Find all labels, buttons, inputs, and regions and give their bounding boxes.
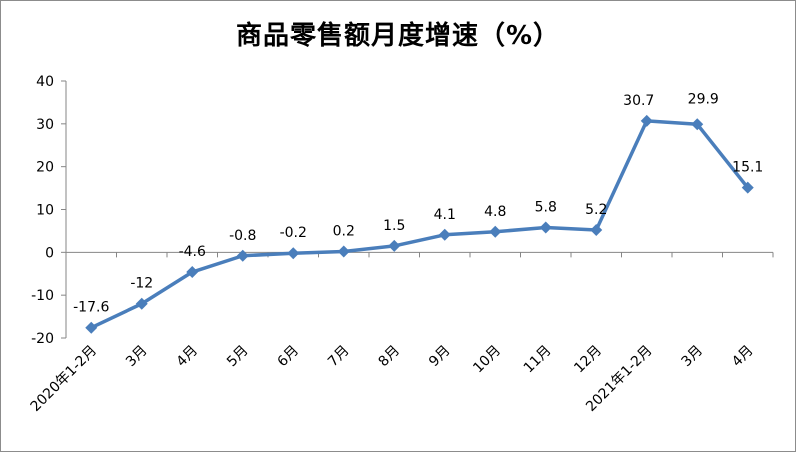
x-tick-label: 11月 <box>521 343 555 377</box>
data-label: 4.8 <box>484 204 506 220</box>
data-point-marker <box>85 321 98 334</box>
data-label: 30.7 <box>623 93 654 109</box>
x-tick-label: 7月 <box>325 343 353 371</box>
data-point-marker <box>186 266 199 279</box>
x-tick-label: 9月 <box>426 343 454 371</box>
data-label: 29.9 <box>688 91 719 107</box>
data-label: 5.2 <box>585 202 607 218</box>
data-point-marker <box>388 239 401 252</box>
x-tick-label: 6月 <box>275 343 303 371</box>
data-point-marker <box>691 118 704 131</box>
data-point-marker <box>640 114 653 127</box>
data-point-marker <box>489 225 502 238</box>
data-label: -0.8 <box>229 228 256 244</box>
data-label: -0.2 <box>280 225 307 241</box>
x-tick-label: 2020年1-2月 <box>28 343 100 415</box>
data-point-marker <box>236 249 249 262</box>
x-tick-label: 4月 <box>729 343 757 371</box>
x-tick-label: 8月 <box>376 343 404 371</box>
data-point-marker <box>438 228 451 241</box>
y-tick-label: -20 <box>31 331 54 347</box>
data-point-marker <box>135 297 148 310</box>
x-tick-label: 4月 <box>174 343 202 371</box>
x-tick-label: 10月 <box>470 343 504 377</box>
y-tick-label: 40 <box>36 74 54 90</box>
x-tick-label: 3月 <box>123 343 151 371</box>
y-axis: -20 -10 0 10 20 30 40 <box>31 74 67 347</box>
y-tick-label: 30 <box>36 117 54 133</box>
y-tick-label: 10 <box>36 203 54 219</box>
y-tick-label: -10 <box>31 288 54 304</box>
data-point-marker <box>590 224 603 237</box>
data-label: 4.1 <box>434 207 456 223</box>
series-line <box>90 119 750 330</box>
x-tick-label: 12月 <box>571 343 605 377</box>
x-tick-label: 5月 <box>224 343 252 371</box>
chart-title: 商品零售额月度增速（%） <box>235 21 561 51</box>
data-label: -12 <box>130 276 153 292</box>
y-tick-label: 20 <box>36 160 54 176</box>
data-point-marker <box>337 245 350 258</box>
data-point-marker <box>741 181 754 194</box>
data-point-marker <box>539 221 552 234</box>
data-label: 1.5 <box>383 218 405 234</box>
data-label: 5.8 <box>535 199 557 215</box>
data-label: 15.1 <box>732 160 763 176</box>
data-label: -4.6 <box>179 244 206 260</box>
data-label-layer: -17.6 -12 -4.6 -0.8 -0.2 0.2 1.5 4.1 4.8 5.8 5.2 30… <box>73 91 763 315</box>
data-point-marker <box>287 247 300 260</box>
series-line-layer <box>85 114 754 334</box>
data-label: 0.2 <box>333 223 355 239</box>
y-tick-label: 0 <box>45 245 54 261</box>
data-label: -17.6 <box>73 300 109 316</box>
x-tick-label: 3月 <box>679 343 707 371</box>
